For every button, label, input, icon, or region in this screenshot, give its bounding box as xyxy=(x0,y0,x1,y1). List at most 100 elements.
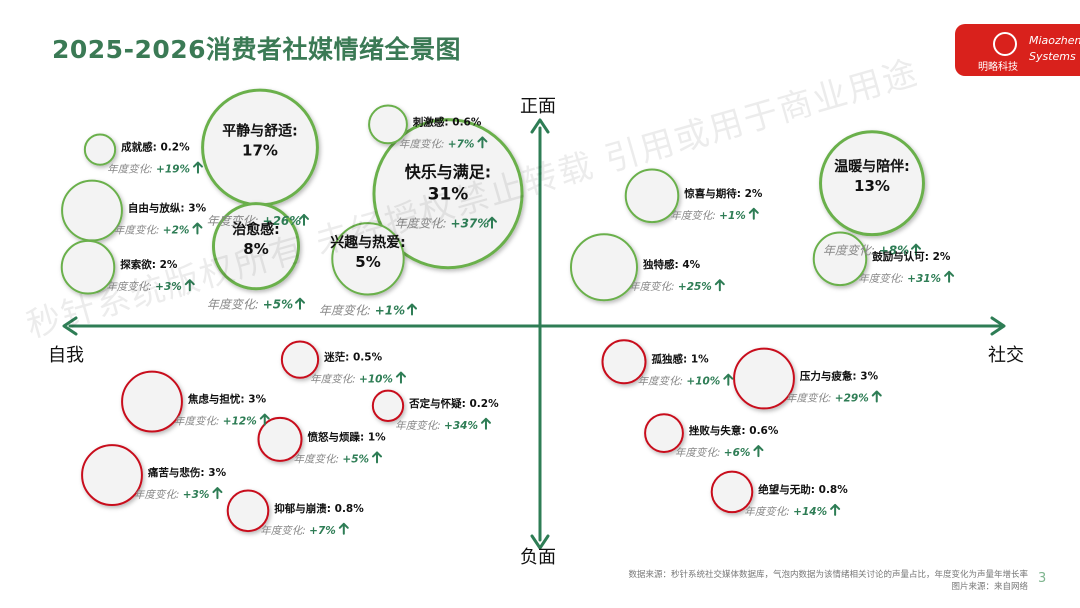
bubble-change-arrow-4 xyxy=(407,303,417,316)
bubble-21 xyxy=(710,470,754,514)
bubble-change-arrow-17 xyxy=(338,522,349,535)
axis-arrow-right xyxy=(990,316,1006,336)
bubble-change-8: 年度变化: +3% xyxy=(106,281,182,293)
bubble-change-20: 年度变化: +6% xyxy=(675,447,751,459)
bubble-name-8: 探索欲: 2% xyxy=(120,258,178,271)
bubble-change-arrow-9 xyxy=(748,207,759,220)
bubble-12 xyxy=(280,340,320,379)
logo-cn-text: 明略科技 xyxy=(978,62,1018,73)
bubble-name-19: 压力与疲惫: 3% xyxy=(800,370,879,383)
bubble-16 xyxy=(81,444,143,507)
bubble-change-17: 年度变化: +7% xyxy=(260,525,336,537)
bubble-name-9: 惊喜与期待: 2% xyxy=(684,187,763,200)
axis-label-top: 正面 xyxy=(520,96,556,117)
source-line-1: 数据来源：秒针系统社交媒体数据库，气泡内数据为该情绪相关讨论的声量占比，年度变化… xyxy=(628,570,1028,580)
bubble-change-0: 年度变化: +26% xyxy=(207,214,302,228)
bubble-name-4: 兴趣与热爱: xyxy=(330,234,406,251)
bubble-name-16: 痛苦与悲伤: 3% xyxy=(147,466,227,479)
axis-label-left: 自我 xyxy=(48,345,84,366)
bubble-14 xyxy=(371,389,405,422)
bubble-9 xyxy=(624,168,680,224)
bubble-19 xyxy=(733,347,795,410)
bubble-name-21: 绝望与无助: 0.8% xyxy=(758,483,848,496)
bubble-change-19: 年度变化: +29% xyxy=(786,393,869,405)
bubble-share-1: 31% xyxy=(428,185,469,205)
bubble-18 xyxy=(601,339,647,385)
bubble-change-arrow-21 xyxy=(830,503,841,516)
bubble-change-16: 年度变化: +3% xyxy=(134,489,210,501)
bubble-name-14: 否定与怀疑: 0.2% xyxy=(408,397,499,410)
bubble-name-18: 孤独感: 1% xyxy=(652,353,710,366)
bubble-change-arrow-3 xyxy=(295,297,305,310)
bubble-change-21: 年度变化: +14% xyxy=(744,506,827,518)
bubble-change-arrow-6 xyxy=(192,161,203,174)
source-line-2: 图片来源：来自网络 xyxy=(951,582,1028,592)
logo-en-line1: Miaozhen xyxy=(1029,34,1080,47)
bubble-name-7: 自由与放纵: 3% xyxy=(128,202,207,215)
labels-group: 平静与舒适: 17% 年度变化: +26% 快乐与满足: 31% 年度变化: +37% 温暖… xyxy=(106,115,955,537)
logo-en-line2: Systems xyxy=(1029,50,1076,63)
bubble-name-5: 刺激感: 0.6% xyxy=(412,115,482,128)
bubble-name-3: 治愈感: xyxy=(232,221,280,238)
bubble-name-13: 焦虑与担忧: 3% xyxy=(187,393,267,406)
bubble-change-arrow-10 xyxy=(714,279,725,292)
bubble-20 xyxy=(644,413,684,454)
bubbles-group xyxy=(60,88,925,533)
bubble-change-arrow-12 xyxy=(395,371,406,384)
bubble-17 xyxy=(226,489,270,533)
bubble-15 xyxy=(257,416,303,462)
bubble-change-arrow-13 xyxy=(259,413,270,426)
bubble-change-arrow-0 xyxy=(299,213,309,226)
logo-mark-icon xyxy=(993,32,1017,56)
bubble-change-2: 年度变化: +8% xyxy=(823,244,909,258)
bubble-change-14: 年度变化: +34% xyxy=(395,420,478,432)
bubble-share-2: 13% xyxy=(854,177,890,195)
bubble-name-10: 独特感: 4% xyxy=(642,258,701,271)
bubble-change-9: 年度变化: +1% xyxy=(670,210,746,222)
bubble-change-1: 年度变化: +37% xyxy=(395,217,490,231)
bubble-change-12: 年度变化: +10% xyxy=(310,374,393,386)
bubble-change-arrow-11 xyxy=(944,270,955,283)
page-number: 3 xyxy=(1038,571,1047,586)
bubble-name-6: 成就感: 0.2% xyxy=(121,141,190,154)
bubble-change-arrow-8 xyxy=(184,279,195,292)
bubble-10 xyxy=(570,233,638,302)
bubble-change-arrow-18 xyxy=(723,373,734,386)
bubble-name-20: 挫败与失意: 0.6% xyxy=(689,424,779,437)
bubble-3 xyxy=(211,202,301,291)
bubble-change-arrow-1 xyxy=(487,216,497,229)
source-note: 数据来源：秒针系统社交媒体数据库，气泡内数据为该情绪相关讨论的声量占比，年度变化… xyxy=(628,569,1028,593)
bubble-share-3: 8% xyxy=(243,240,268,258)
bubble-share-4: 5% xyxy=(355,253,380,271)
bubble-2 xyxy=(819,130,925,237)
bubble-change-18: 年度变化: +10% xyxy=(638,376,721,388)
bubble-name-17: 抑郁与崩溃: 0.8% xyxy=(274,502,364,515)
bubble-11 xyxy=(812,231,868,287)
bubble-change-11: 年度变化: +31% xyxy=(858,273,941,285)
bubble-change-7: 年度变化: +2% xyxy=(114,225,190,237)
bubble-change-arrow-16 xyxy=(212,487,223,500)
bubble-name-2: 温暖与陪伴: xyxy=(834,158,910,175)
bubble-1 xyxy=(372,118,524,270)
page-title: 2025-2026消费者社媒情绪全景图 xyxy=(52,35,462,64)
axis-arrow-bottom xyxy=(530,534,550,550)
bubble-name-0: 平静与舒适: xyxy=(222,123,298,140)
axis-label-right: 社交 xyxy=(988,345,1024,366)
bubble-name-1: 快乐与满足: xyxy=(405,163,491,182)
axis-label-bottom: 负面 xyxy=(520,547,556,568)
bubble-change-10: 年度变化: +25% xyxy=(629,281,712,293)
bubble-change-arrow-19 xyxy=(871,390,882,403)
bubble-name-11: 鼓励与认可: 2% xyxy=(872,250,951,263)
bubble-change-arrow-15 xyxy=(372,451,383,464)
bubble-share-0: 17% xyxy=(242,142,278,160)
axis-arrow-top xyxy=(530,118,550,134)
bubble-change-3: 年度变化: +5% xyxy=(207,298,293,312)
bubble-change-arrow-7 xyxy=(192,222,203,235)
bubble-change-13: 年度变化: +12% xyxy=(174,416,257,428)
bubble-name-15: 愤怒与烦躁: 1% xyxy=(308,430,387,443)
bubble-change-arrow-20 xyxy=(753,445,764,458)
bubble-8 xyxy=(60,239,116,295)
axis-arrow-left xyxy=(62,316,78,336)
